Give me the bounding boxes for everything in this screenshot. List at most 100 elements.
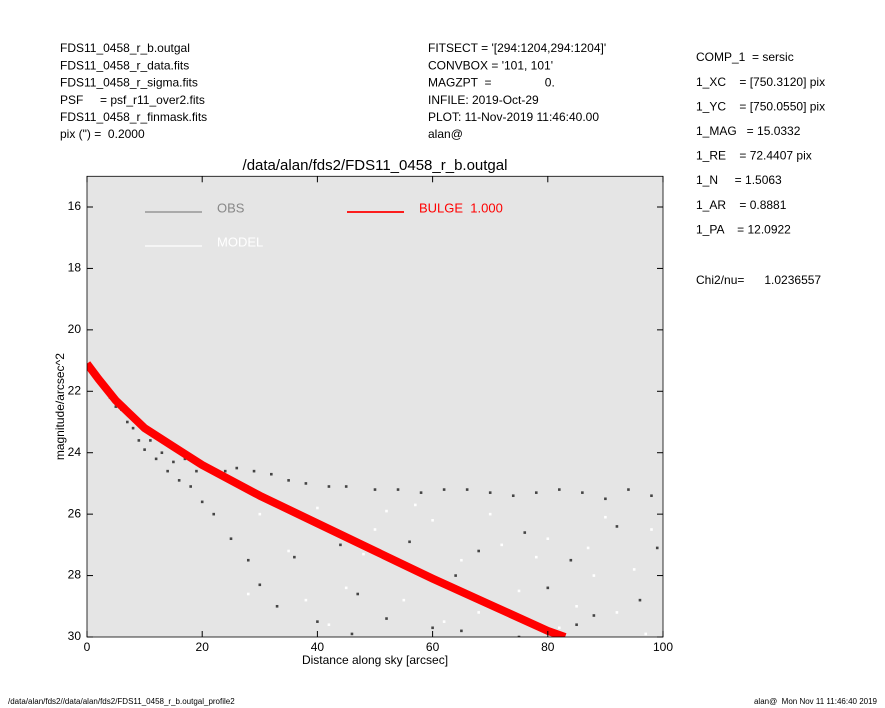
data-point xyxy=(460,629,463,633)
header-right-line: 1_N = 1.5063 xyxy=(696,173,782,187)
data-point xyxy=(183,457,187,461)
data-point xyxy=(316,506,319,510)
data-point xyxy=(442,620,446,623)
data-point xyxy=(149,439,152,442)
header-left-line: PSF = psf_r11_over2.fits xyxy=(60,93,205,107)
bulge-band xyxy=(87,361,567,638)
data-point xyxy=(477,611,480,614)
data-point xyxy=(258,583,262,587)
header-middle-line: FITSECT = '[294:1204,294:1204]' xyxy=(428,41,606,55)
y-tick-label: 22 xyxy=(68,383,82,397)
data-point xyxy=(131,426,135,430)
legend-label: BULGE 1.000 xyxy=(419,200,503,215)
data-point xyxy=(431,626,434,630)
data-point xyxy=(270,472,273,476)
data-point xyxy=(258,512,262,516)
data-point xyxy=(460,558,463,562)
data-point xyxy=(327,485,331,488)
header-middle-line: PLOT: 11-Nov-2019 11:46:40.00 xyxy=(428,110,599,124)
data-point xyxy=(137,439,141,442)
data-point xyxy=(304,598,308,602)
data-point xyxy=(592,614,596,617)
data-point xyxy=(650,494,653,498)
header-middle-line: INFILE: 2019-Oct-29 xyxy=(428,93,539,107)
data-point xyxy=(408,540,411,544)
data-point xyxy=(604,515,607,519)
data-point xyxy=(200,500,204,504)
y-tick-label: 30 xyxy=(68,629,82,643)
data-point xyxy=(644,632,648,636)
y-tick-label: 16 xyxy=(68,199,82,213)
data-point xyxy=(569,558,573,562)
x-tick-label: 80 xyxy=(541,640,555,654)
data-point xyxy=(212,512,216,516)
data-point xyxy=(293,555,296,559)
data-point xyxy=(223,469,227,473)
data-point xyxy=(373,528,377,531)
data-point xyxy=(356,592,360,596)
legend-label: OBS xyxy=(217,200,245,215)
data-point xyxy=(414,503,417,507)
data-point xyxy=(419,491,423,494)
header-right-line: 1_RE = 72.4407 pix xyxy=(696,149,812,163)
data-point xyxy=(517,589,521,593)
legend-label: MODEL xyxy=(217,234,263,249)
data-point xyxy=(477,549,480,553)
plot-frame xyxy=(86,175,664,638)
data-point xyxy=(534,555,538,559)
data-point xyxy=(126,420,129,424)
data-point xyxy=(143,448,146,451)
data-point xyxy=(558,488,561,491)
data-point xyxy=(627,488,630,491)
header-right-line: 1_MAG = 15.0332 xyxy=(696,124,801,138)
data-point xyxy=(304,482,308,485)
data-point xyxy=(604,497,607,501)
data-point xyxy=(373,488,377,491)
data-point xyxy=(287,479,290,482)
data-point xyxy=(275,604,279,608)
x-tick-label: 40 xyxy=(311,640,325,654)
header-right-line: 1_XC = [750.3120] pix xyxy=(696,75,825,89)
data-point xyxy=(465,488,469,491)
header-right-line: 1_YC = [750.0550] pix xyxy=(696,99,825,113)
data-point xyxy=(287,549,290,553)
data-point xyxy=(362,552,365,556)
data-point xyxy=(488,512,492,516)
x-tick-label: 0 xyxy=(84,640,91,654)
data-point xyxy=(615,611,619,614)
data-point xyxy=(177,479,181,482)
y-tick-label: 18 xyxy=(68,261,82,275)
data-point xyxy=(396,488,400,491)
data-point xyxy=(575,604,578,608)
data-point xyxy=(344,586,348,590)
data-point xyxy=(316,620,319,623)
data-point xyxy=(246,558,250,562)
data-point xyxy=(586,546,590,550)
data-point xyxy=(523,531,527,534)
footer-right: alan@ Mon Nov 11 11:46:40 2019 xyxy=(754,697,878,706)
chi2: Chi2/nu= 1.0236557 xyxy=(696,273,821,287)
data-point xyxy=(511,494,515,498)
data-point xyxy=(114,405,118,408)
data-point xyxy=(350,632,354,636)
data-point xyxy=(344,485,348,488)
header-left-line: FDS11_0458_r_data.fits xyxy=(60,58,189,72)
x-tick-label: 60 xyxy=(426,640,440,654)
data-point xyxy=(632,568,636,571)
plot-area xyxy=(87,176,663,638)
data-point xyxy=(500,543,504,547)
header-left-line: FDS11_0458_r_sigma.fits xyxy=(60,76,198,90)
header-middle-line: CONVBOX = '101, 101' xyxy=(428,58,553,72)
data-point xyxy=(160,451,164,455)
data-point xyxy=(581,491,584,494)
data-point xyxy=(385,509,388,513)
data-point xyxy=(638,598,642,602)
data-point xyxy=(534,491,538,494)
data-point xyxy=(252,469,256,473)
data-point xyxy=(488,491,492,494)
header-middle-line: alan@ xyxy=(428,127,463,141)
data-point xyxy=(454,574,457,577)
header-left-line: FDS11_0458_r_b.outgal xyxy=(60,41,190,55)
header-left-line: FDS11_0458_r_finmask.fits xyxy=(60,110,207,124)
